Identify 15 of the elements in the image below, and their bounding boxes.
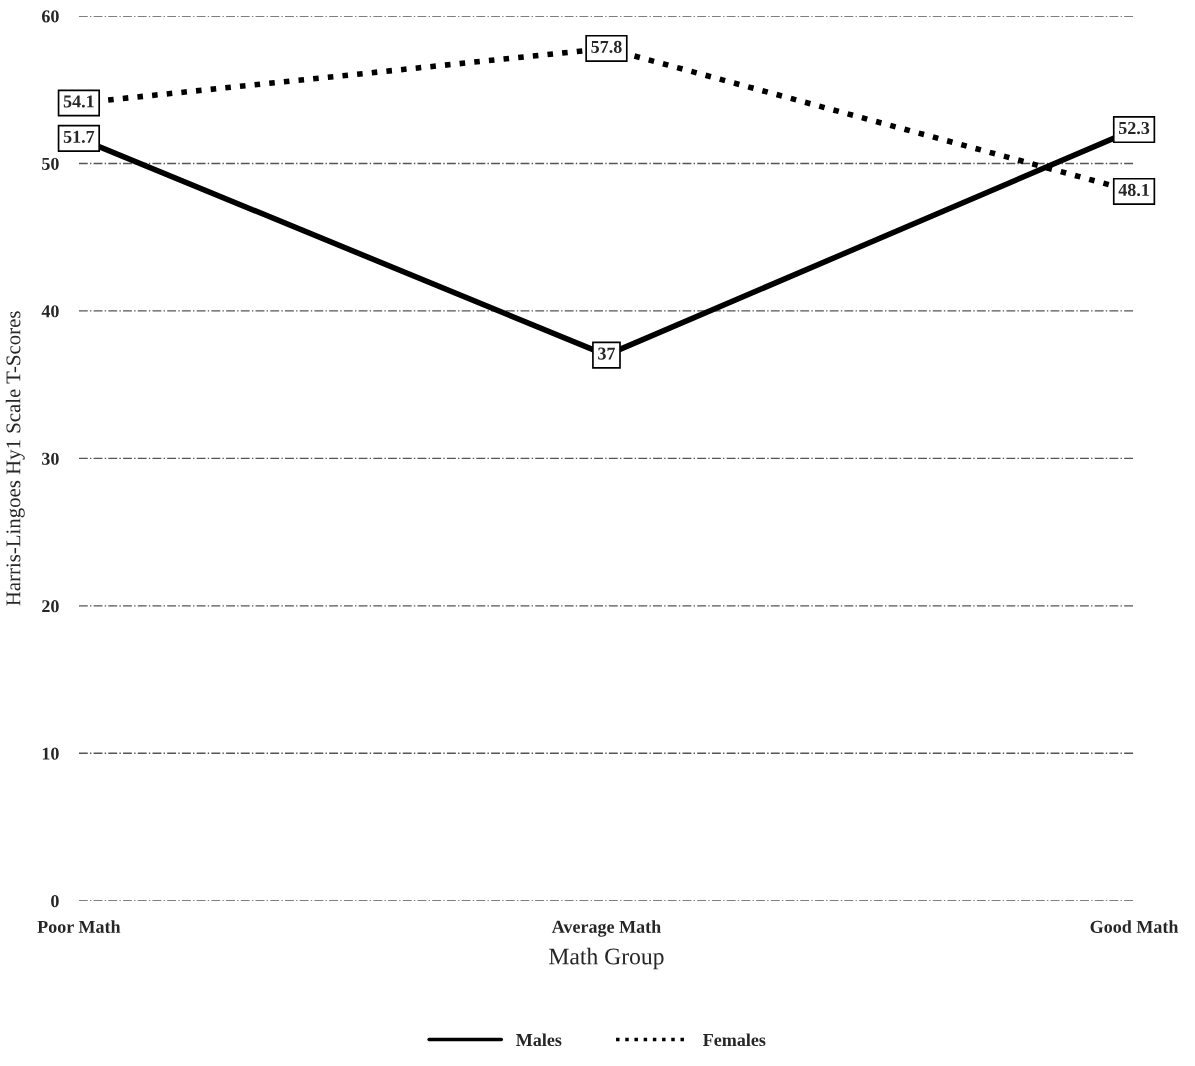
x-tick-label: Average Math [551,920,661,937]
y-tick-label: 0 [51,895,59,908]
y-tick-label: 10 [42,747,59,760]
data-label: 37 [598,347,616,360]
y-tick-label: 30 [42,452,59,465]
y-tick-label: 20 [42,600,59,613]
x-axis-title: Math Group [549,947,664,970]
x-tick-label: Good Math [1090,920,1179,933]
y-tick-label: 60 [41,10,59,23]
legend-label: Males [516,1033,562,1047]
legend-label: Females [703,1033,766,1047]
y-axis-title: Harris-Lingoes Hy1 Scale T-Scores [5,311,25,606]
y-tick-label: 50 [42,157,59,170]
y-tick-label: 40 [41,305,59,318]
x-tick-label: Poor Math [37,920,121,933]
